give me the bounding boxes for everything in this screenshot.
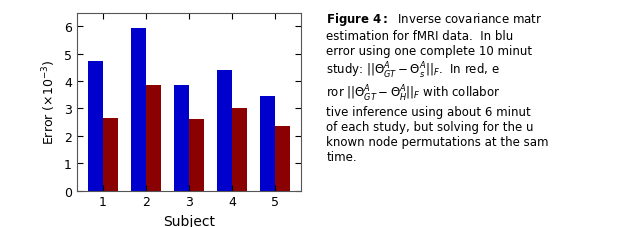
Bar [88, 61, 102, 191]
Bar [260, 97, 275, 191]
Bar [146, 86, 161, 191]
Bar [275, 127, 290, 191]
Bar [232, 109, 247, 191]
Text: $\bf{Figure\ 4:}$  Inverse covariance matr
estimation for fMRI data.  In blu
err: $\bf{Figure\ 4:}$ Inverse covariance mat… [326, 11, 549, 163]
Bar [173, 86, 189, 191]
Bar [217, 71, 232, 191]
X-axis label: Subject: Subject [163, 214, 215, 227]
Bar [102, 118, 118, 191]
Y-axis label: Error ($\times 10^{-3}$): Error ($\times 10^{-3}$) [41, 60, 58, 145]
Bar [189, 120, 204, 191]
Bar [131, 29, 146, 191]
